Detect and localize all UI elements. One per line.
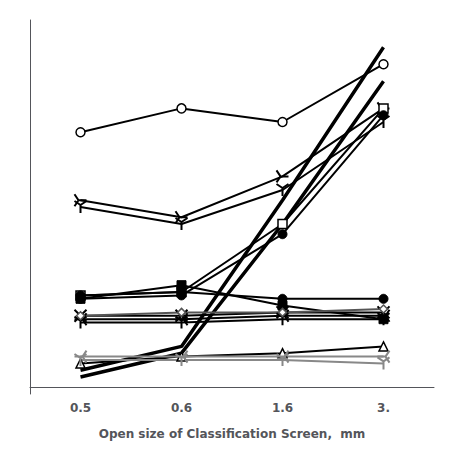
svg-text:Open size of Classification Sc: Open size of Classification Screen, mm [99,427,366,441]
svg-text:0.5: 0.5 [70,401,91,415]
svg-text:0.6: 0.6 [171,401,192,415]
svg-text:1.6: 1.6 [272,401,293,415]
svg-text:3.: 3. [377,401,390,415]
